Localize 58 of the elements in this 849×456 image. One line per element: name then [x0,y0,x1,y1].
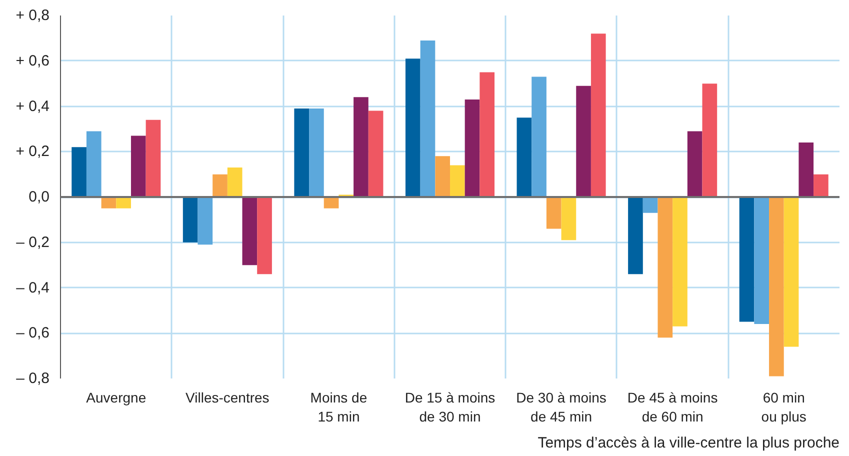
bar [435,156,450,197]
bar [739,197,754,322]
bar [450,165,465,197]
bar [182,197,198,242]
bar [642,197,658,213]
bar [784,197,799,347]
bar [324,197,339,208]
bar [72,147,86,197]
y-tick-label: + 0,2 [16,143,50,160]
bar [405,58,420,197]
y-tick-label: – 0,2 [16,234,50,251]
bar [86,131,102,197]
bar [532,76,546,197]
bar [368,110,384,197]
bar [561,197,576,240]
y-tick-label: – 0,8 [16,370,50,387]
bar [754,197,770,324]
bar [769,197,784,376]
bar [212,174,228,197]
bar [227,168,242,197]
x-tick-label: Moins de 15 min [310,390,368,425]
bar [672,197,688,326]
bar [590,34,606,197]
bar [464,99,480,197]
bar [687,131,702,197]
x-axis-title: Temps d’accès à la ville-centre la plus proche [538,434,840,452]
bar [146,120,161,197]
x-tick-label: 60 min ou plus [761,390,806,425]
bar [420,40,436,197]
y-tick-label: + 0,8 [16,7,50,24]
bar [798,142,814,197]
y-tick-label: – 0,6 [16,324,50,342]
y-tick-label: – 0,4 [16,279,50,296]
bar [354,97,368,197]
bar [702,84,718,197]
x-tick-label: Villes-centres [186,390,270,406]
x-tick-label: De 15 à moins de 30 min [404,390,496,425]
bar [480,72,495,197]
bar [814,174,828,197]
bar [658,197,673,338]
bar [516,118,532,197]
bar [576,86,591,197]
y-tick-label: 0,0 [28,188,50,206]
bar [546,197,562,229]
bar [116,197,131,208]
x-tick-label: De 30 à moins de 45 min [516,390,606,425]
x-tick-label: De 45 à moins de 60 min [627,390,718,425]
y-tick-label: + 0,6 [16,52,50,70]
bar [101,197,116,208]
bar [130,136,146,197]
bar [309,108,324,197]
bar [242,197,258,266]
bar [198,197,213,245]
bar [294,108,310,197]
y-tick-label: + 0,4 [16,98,50,115]
bar [257,197,272,274]
bar [628,197,643,274]
x-tick-label: Auvergne [86,390,146,406]
